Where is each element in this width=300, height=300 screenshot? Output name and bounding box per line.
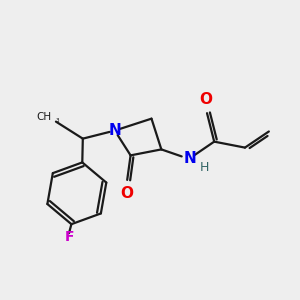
Text: F: F (64, 230, 74, 244)
Text: N: N (183, 151, 196, 166)
Text: CH: CH (36, 112, 52, 122)
Text: H: H (200, 161, 209, 174)
Text: N: N (108, 123, 121, 138)
Text: O: O (200, 92, 213, 107)
Text: ₃: ₃ (56, 115, 59, 124)
Text: O: O (120, 185, 133, 200)
